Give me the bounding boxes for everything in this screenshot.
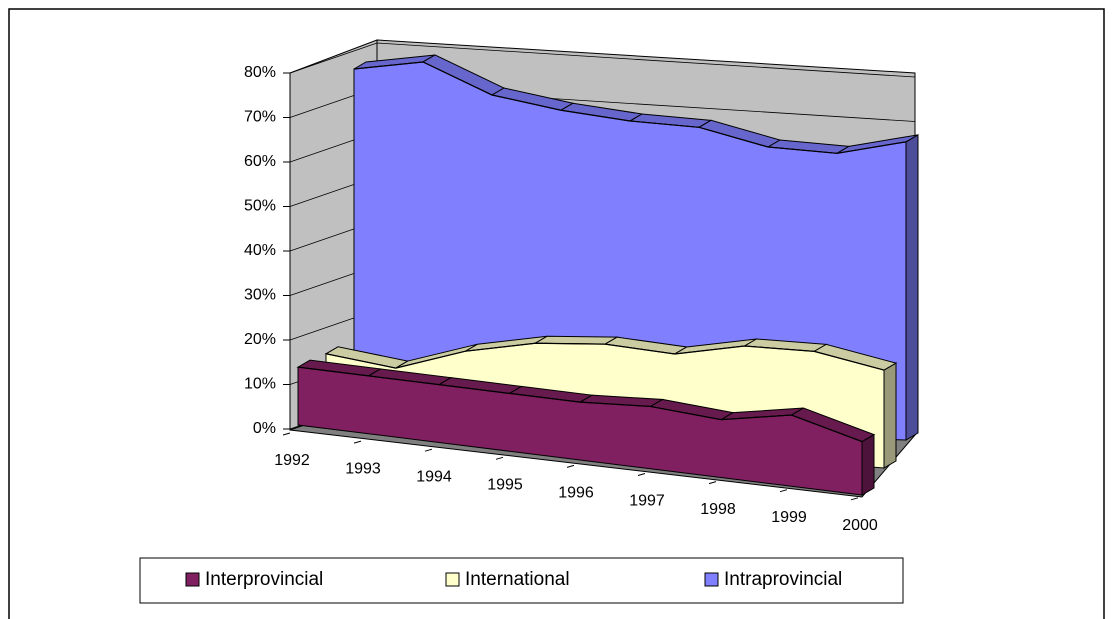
x-tick-label: 1998 [700,501,736,518]
x-tick [495,456,504,460]
x-tick-label: 1997 [629,493,665,510]
y-tick-label: 80% [244,64,276,81]
y-tick-label: 0% [253,420,276,437]
grid-line [289,42,916,78]
legend [139,557,904,604]
area-edge [325,342,885,371]
x-tick [708,481,717,485]
chart-frame [8,8,1105,619]
legend-swatch [185,572,200,587]
x-tick-label: 1999 [771,509,807,526]
x-tick [282,432,291,436]
area-side [861,433,875,496]
x-tick-label: 1995 [487,477,523,494]
legend-swatch [704,572,719,587]
area-edge [297,366,863,443]
area-side [883,362,897,469]
x-tick [779,489,788,493]
x-tick [637,473,646,476]
x-tick-label: 1996 [558,485,594,502]
y-tick-label: 60% [244,153,276,170]
legend-label: Interprovincial [205,569,323,590]
y-tick-label: 70% [244,109,276,126]
legend-label: International [465,569,570,590]
y-tick-label: 10% [244,376,276,393]
y-tick-label: 20% [244,331,276,348]
y-tick-label: 40% [244,242,276,259]
legend-swatch [445,572,460,587]
area-side [905,133,919,441]
x-tick [566,464,575,468]
x-tick [850,497,859,501]
x-tick-label: 1994 [416,468,452,485]
x-tick [353,440,362,444]
x-tick-label: 2000 [842,517,878,534]
x-tick-label: 1993 [345,460,381,477]
area-edge [353,61,907,154]
x-tick-label: 1992 [274,452,310,469]
x-tick [424,448,433,452]
y-tick-label: 50% [244,198,276,215]
y-tick-label: 30% [244,287,276,304]
legend-label: Intraprovincial [724,569,842,590]
